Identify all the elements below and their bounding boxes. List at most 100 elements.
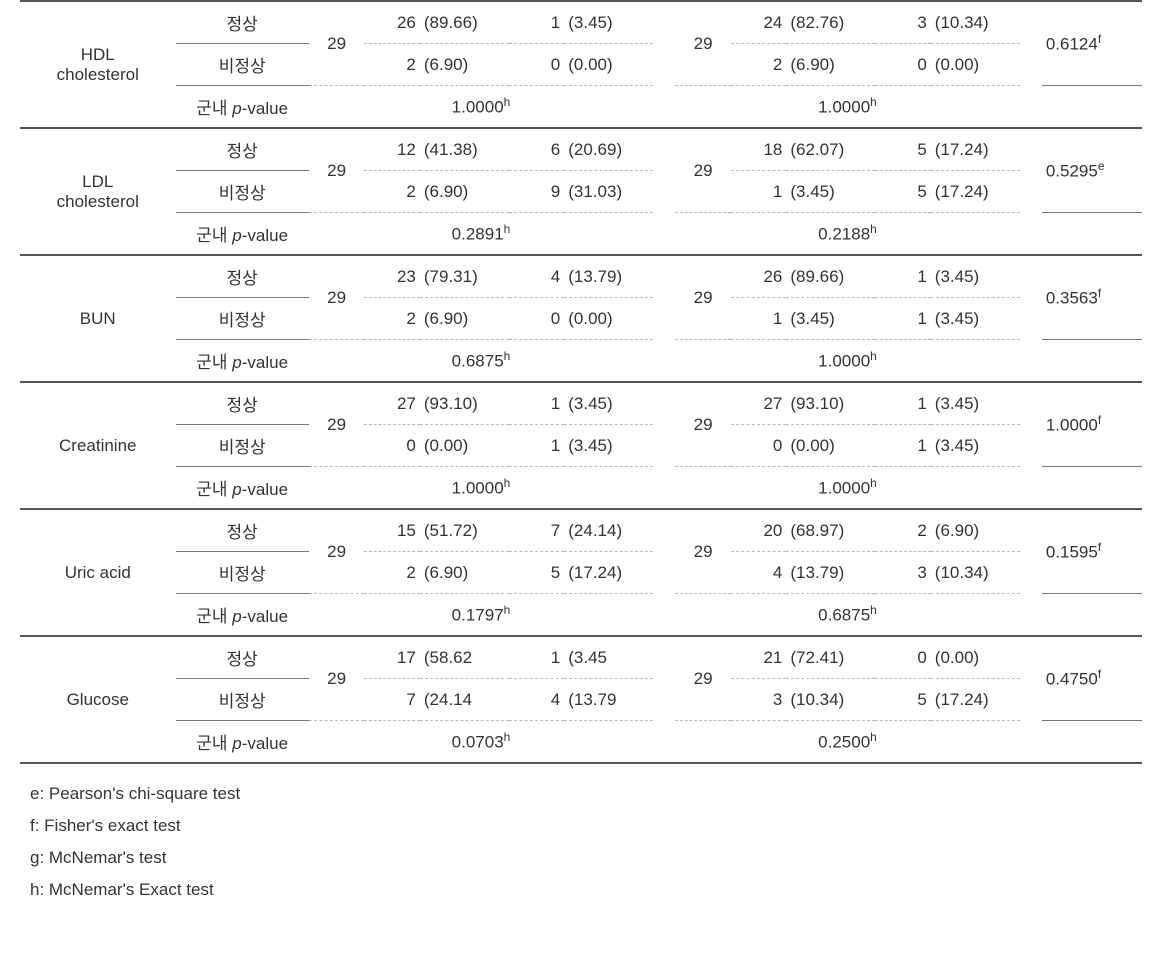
group2-n: 29 xyxy=(675,509,731,594)
cell-pct: (93.10) xyxy=(420,382,509,425)
cell-value: 1 xyxy=(731,171,787,213)
row-normal-label: 정상 xyxy=(176,636,309,679)
cell-value: 24 xyxy=(731,1,787,44)
between-group-pvalue: 0.1595f xyxy=(1042,509,1142,594)
in-group-pvalue-1: 0.6875h xyxy=(309,340,653,383)
in-group-pvalue-label: 군내 p-value xyxy=(176,340,309,383)
cell-pct: (41.38) xyxy=(420,128,509,171)
group2-n: 29 xyxy=(675,636,731,721)
cell-pct: (0.00) xyxy=(931,44,1020,86)
footnote-e: e: Pearson's chi-square test xyxy=(30,778,1142,810)
cell-value: 1 xyxy=(875,255,931,298)
cell-pct: (13.79) xyxy=(564,255,653,298)
in-group-pvalue-label: 군내 p-value xyxy=(176,213,309,256)
cell-value: 17 xyxy=(364,636,420,679)
row-normal-label: 정상 xyxy=(176,128,309,171)
in-group-pvalue-1: 1.0000h xyxy=(309,467,653,510)
in-group-pvalue-1: 0.2891h xyxy=(309,213,653,256)
cell-value: 0 xyxy=(364,425,420,467)
cell-pct: (3.45) xyxy=(786,298,875,340)
cell-pct: (3.45) xyxy=(931,298,1020,340)
cell-pct: (6.90) xyxy=(420,171,509,213)
cell-value: 0 xyxy=(509,44,565,86)
cell-pct: (13.79 xyxy=(564,679,653,721)
cell-value: 4 xyxy=(509,679,565,721)
cell-pct: (89.66) xyxy=(420,1,509,44)
cell-pct: (10.34) xyxy=(931,1,1020,44)
cell-value: 4 xyxy=(509,255,565,298)
group1-n: 29 xyxy=(309,128,365,213)
group2-n: 29 xyxy=(675,1,731,86)
analyte-name: LDL cholesterol xyxy=(20,128,176,255)
row-abnormal-label: 비정상 xyxy=(176,44,309,86)
in-group-pvalue-1: 0.0703h xyxy=(309,721,653,764)
row-abnormal-label: 비정상 xyxy=(176,425,309,467)
in-group-pvalue-1: 1.0000h xyxy=(309,86,653,129)
footnote-h: h: McNemar's Exact test xyxy=(30,874,1142,906)
cell-value: 2 xyxy=(364,552,420,594)
cell-pct: (79.31) xyxy=(420,255,509,298)
cell-pct: (0.00) xyxy=(564,44,653,86)
cell-value: 20 xyxy=(731,509,787,552)
cell-pct: (62.07) xyxy=(786,128,875,171)
row-normal-label: 정상 xyxy=(176,255,309,298)
cell-value: 0 xyxy=(875,636,931,679)
cell-pct: (10.34) xyxy=(931,552,1020,594)
cell-value: 0 xyxy=(731,425,787,467)
cell-value: 3 xyxy=(875,552,931,594)
between-group-pvalue: 0.3563f xyxy=(1042,255,1142,340)
analyte-name: Glucose xyxy=(20,636,176,763)
cell-value: 18 xyxy=(731,128,787,171)
cell-pct: (6.90) xyxy=(786,44,875,86)
cell-value: 1 xyxy=(509,636,565,679)
cell-pct: (0.00) xyxy=(564,298,653,340)
cell-value: 26 xyxy=(731,255,787,298)
row-abnormal-label: 비정상 xyxy=(176,298,309,340)
in-group-pvalue-2: 0.6875h xyxy=(675,594,1019,637)
cell-pct: (3.45) xyxy=(931,425,1020,467)
analyte-name: Creatinine xyxy=(20,382,176,509)
group1-n: 29 xyxy=(309,382,365,467)
cell-value: 15 xyxy=(364,509,420,552)
group1-n: 29 xyxy=(309,255,365,340)
cell-pct: (6.90) xyxy=(420,298,509,340)
cell-pct: (13.79) xyxy=(786,552,875,594)
group1-n: 29 xyxy=(309,509,365,594)
cell-value: 3 xyxy=(875,1,931,44)
cell-value: 0 xyxy=(509,298,565,340)
cell-pct: (6.90) xyxy=(931,509,1020,552)
cell-value: 23 xyxy=(364,255,420,298)
cell-value: 1 xyxy=(509,425,565,467)
cell-value: 5 xyxy=(875,128,931,171)
between-group-pvalue: 0.5295e xyxy=(1042,128,1142,213)
between-group-pvalue: 0.6124f xyxy=(1042,1,1142,86)
cell-pct: (24.14 xyxy=(420,679,509,721)
cell-value: 27 xyxy=(731,382,787,425)
cell-pct: (51.72) xyxy=(420,509,509,552)
row-normal-label: 정상 xyxy=(176,1,309,44)
cell-pct: (58.62 xyxy=(420,636,509,679)
cell-value: 1 xyxy=(731,298,787,340)
cell-value: 2 xyxy=(364,298,420,340)
cell-value: 3 xyxy=(731,679,787,721)
in-group-pvalue-2: 1.0000h xyxy=(675,86,1019,129)
group2-n: 29 xyxy=(675,255,731,340)
stats-table: HDL cholesterol정상2926(89.66)1(3.45)2924(… xyxy=(20,0,1142,764)
cell-value: 5 xyxy=(875,171,931,213)
cell-value: 7 xyxy=(509,509,565,552)
cell-pct: (17.24) xyxy=(931,679,1020,721)
cell-pct: (3.45 xyxy=(564,636,653,679)
row-normal-label: 정상 xyxy=(176,382,309,425)
cell-pct: (17.24) xyxy=(564,552,653,594)
group1-n: 29 xyxy=(309,636,365,721)
cell-value: 12 xyxy=(364,128,420,171)
cell-value: 26 xyxy=(364,1,420,44)
in-group-pvalue-2: 0.2188h xyxy=(675,213,1019,256)
cell-value: 6 xyxy=(509,128,565,171)
cell-pct: (3.45) xyxy=(931,255,1020,298)
cell-pct: (68.97) xyxy=(786,509,875,552)
cell-value: 5 xyxy=(509,552,565,594)
cell-pct: (0.00) xyxy=(786,425,875,467)
cell-pct: (3.45) xyxy=(786,171,875,213)
cell-value: 1 xyxy=(875,425,931,467)
